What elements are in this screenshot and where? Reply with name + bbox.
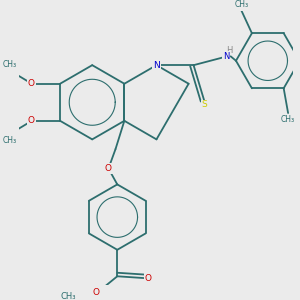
Text: O: O — [28, 116, 35, 125]
Text: O: O — [28, 79, 35, 88]
Text: S: S — [201, 100, 207, 109]
Text: CH₃: CH₃ — [60, 292, 76, 300]
Text: N: N — [223, 52, 230, 61]
Text: H: H — [226, 46, 233, 55]
Text: CH₃: CH₃ — [3, 60, 17, 69]
Text: O: O — [93, 288, 100, 297]
Text: CH₃: CH₃ — [3, 136, 17, 145]
Text: O: O — [105, 164, 112, 173]
Text: CH₃: CH₃ — [234, 0, 248, 9]
Text: O: O — [145, 274, 152, 283]
Text: CH₃: CH₃ — [281, 115, 295, 124]
Text: N: N — [153, 61, 160, 70]
